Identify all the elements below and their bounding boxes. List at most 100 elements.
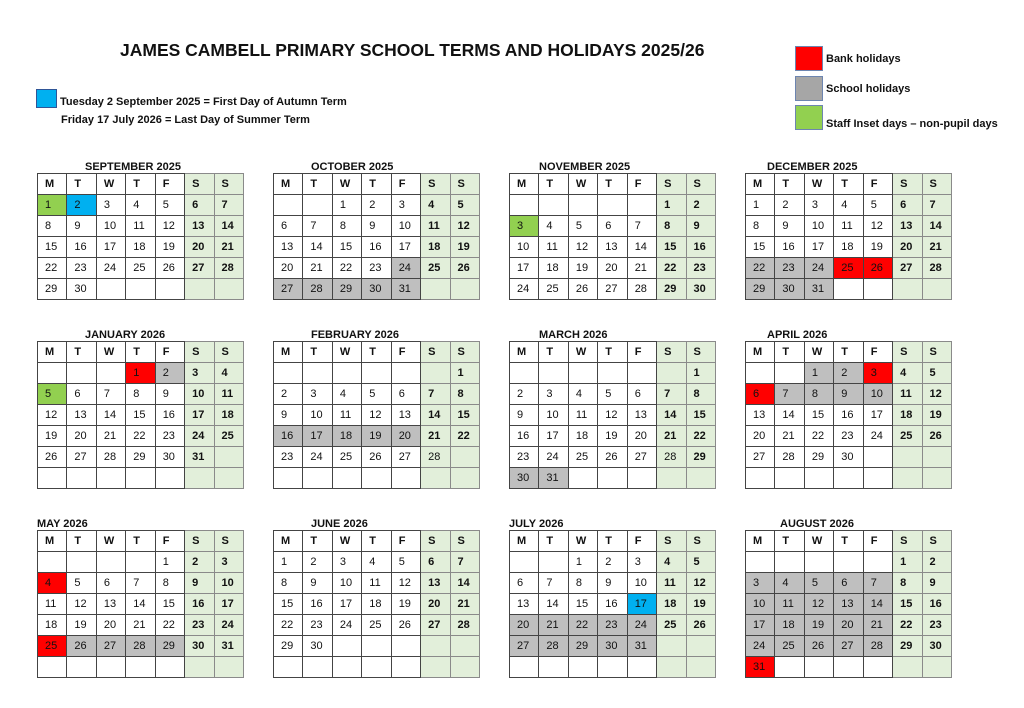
- day-cell: 16: [774, 236, 805, 258]
- day-cell: 11: [833, 215, 864, 237]
- weekday-header: F: [862, 341, 894, 363]
- weekday-header: F: [154, 530, 186, 552]
- day-cell: 11: [567, 404, 599, 426]
- day-cell-holiday: 24: [390, 257, 422, 279]
- week-row: 29 30 31: [744, 278, 953, 300]
- day-cell: 5: [862, 194, 894, 216]
- day-cell: 9: [685, 215, 717, 237]
- day-cell: 5: [154, 194, 186, 216]
- week-row: 15 16 17 18 19 20 21: [744, 236, 953, 258]
- empty-cell: [66, 362, 97, 384]
- empty-cell: [390, 362, 422, 384]
- day-cell: 6: [508, 572, 540, 594]
- empty-cell: [361, 362, 392, 384]
- day-cell-holiday: 4: [774, 572, 805, 594]
- weekday-header: F: [862, 173, 894, 195]
- empty-cell: [66, 656, 97, 678]
- empty-cell: [744, 362, 776, 384]
- day-cell: 16: [184, 593, 215, 615]
- day-cell: 17: [184, 404, 215, 426]
- day-cell: 17: [538, 425, 569, 447]
- empty-cell: [597, 194, 628, 216]
- day-cell-holiday: 2: [833, 362, 864, 384]
- day-cell: 11: [656, 572, 687, 594]
- weekday-header: W: [803, 173, 835, 195]
- day-cell: 11: [331, 404, 363, 426]
- day-cell: 16: [302, 593, 333, 615]
- day-cell: 21: [302, 257, 333, 279]
- empty-cell: [597, 467, 628, 489]
- day-cell: 1: [685, 362, 717, 384]
- month-title: NOVEMBER 2025: [539, 161, 631, 173]
- empty-cell: [538, 194, 569, 216]
- day-cell: 12: [66, 593, 97, 615]
- day-cell: 24: [331, 614, 363, 636]
- day-cell: 19: [862, 236, 894, 258]
- month-table: M T W T F S S 1 2 3 4 5 6 7 8 9 10 11 12 13 14 15 16 17 18 19 20 21…: [744, 173, 953, 300]
- day-cell: 24: [184, 425, 215, 447]
- month-table: M T W T F S S 1 2 3 4 5 6 7 8 9 10 11 12 13 14 15 16 17 18 19 20 21…: [272, 341, 481, 489]
- week-row: 25 26 27 28 29 30 31: [36, 635, 245, 657]
- day-cell: 23: [272, 446, 304, 468]
- day-cell-holiday: 3: [744, 572, 776, 594]
- day-cell: 7: [626, 215, 658, 237]
- weekday-header: F: [390, 530, 422, 552]
- empty-cell: [774, 362, 805, 384]
- week-row: 18 19 20 21 22 23 24: [36, 614, 245, 636]
- legend-label: School holidays: [826, 82, 911, 95]
- empty-cell: [862, 551, 894, 573]
- day-cell: 19: [154, 236, 186, 258]
- weekday-header: T: [538, 530, 569, 552]
- day-cell: 1: [154, 551, 186, 573]
- day-cell: 25: [892, 425, 923, 447]
- week-row: 10 11 12 13 14 15 16: [508, 236, 717, 258]
- day-cell: 23: [66, 257, 97, 279]
- weekday-header: M: [272, 530, 304, 552]
- empty-cell: [567, 467, 599, 489]
- weekday-header: T: [833, 173, 864, 195]
- day-cell: 11: [361, 572, 392, 594]
- day-cell: 17: [862, 404, 894, 426]
- empty-cell: [125, 467, 156, 489]
- day-cell: 19: [567, 257, 599, 279]
- weekday-header: W: [567, 173, 599, 195]
- month-title: JUNE 2026: [311, 518, 368, 530]
- day-cell: 11: [538, 236, 569, 258]
- day-cell: 8: [744, 215, 776, 237]
- week-row: 23 24 25 26 27 28: [272, 446, 481, 468]
- empty-cell: [36, 362, 68, 384]
- day-cell: 20: [184, 236, 215, 258]
- month-table: M T W T F S S 1 2 3 4 5 6 7 8 9 10 11 12 13 14 15 16 17 18 19 20 21…: [272, 173, 481, 300]
- day-cell-holiday: 28: [538, 635, 569, 657]
- empty-cell: [538, 362, 569, 384]
- day-cell: 17: [95, 236, 127, 258]
- day-cell: 22: [331, 257, 363, 279]
- day-cell: 20: [626, 425, 658, 447]
- month-march-2026: MARCH 2026 M T W T F S S 1 2 3 4 5 6 7 8 9 10 11 12 13 14 15 16…: [508, 329, 717, 489]
- day-cell: 14: [656, 404, 687, 426]
- empty-cell: [184, 656, 215, 678]
- weekday-header: T: [66, 173, 97, 195]
- day-cell-inset: 5: [36, 383, 68, 405]
- day-cell: 4: [538, 215, 569, 237]
- day-cell: 5: [597, 383, 628, 405]
- empty-cell: [125, 656, 156, 678]
- weekday-header: W: [803, 341, 835, 363]
- day-cell: 16: [508, 425, 540, 447]
- day-cell: 7: [449, 551, 481, 573]
- weekday-header: T: [125, 341, 156, 363]
- day-cell-holiday: 14: [862, 593, 894, 615]
- week-row: 13 14 15 16 17 18 19: [744, 404, 953, 426]
- day-cell: 19: [597, 425, 628, 447]
- empty-cell: [892, 446, 923, 468]
- empty-cell: [449, 635, 481, 657]
- week-row: 20 21 22 23 24 25 26: [272, 257, 481, 279]
- day-cell: 15: [744, 236, 776, 258]
- day-cell-holiday: 7: [774, 383, 805, 405]
- day-cell: 21: [95, 425, 127, 447]
